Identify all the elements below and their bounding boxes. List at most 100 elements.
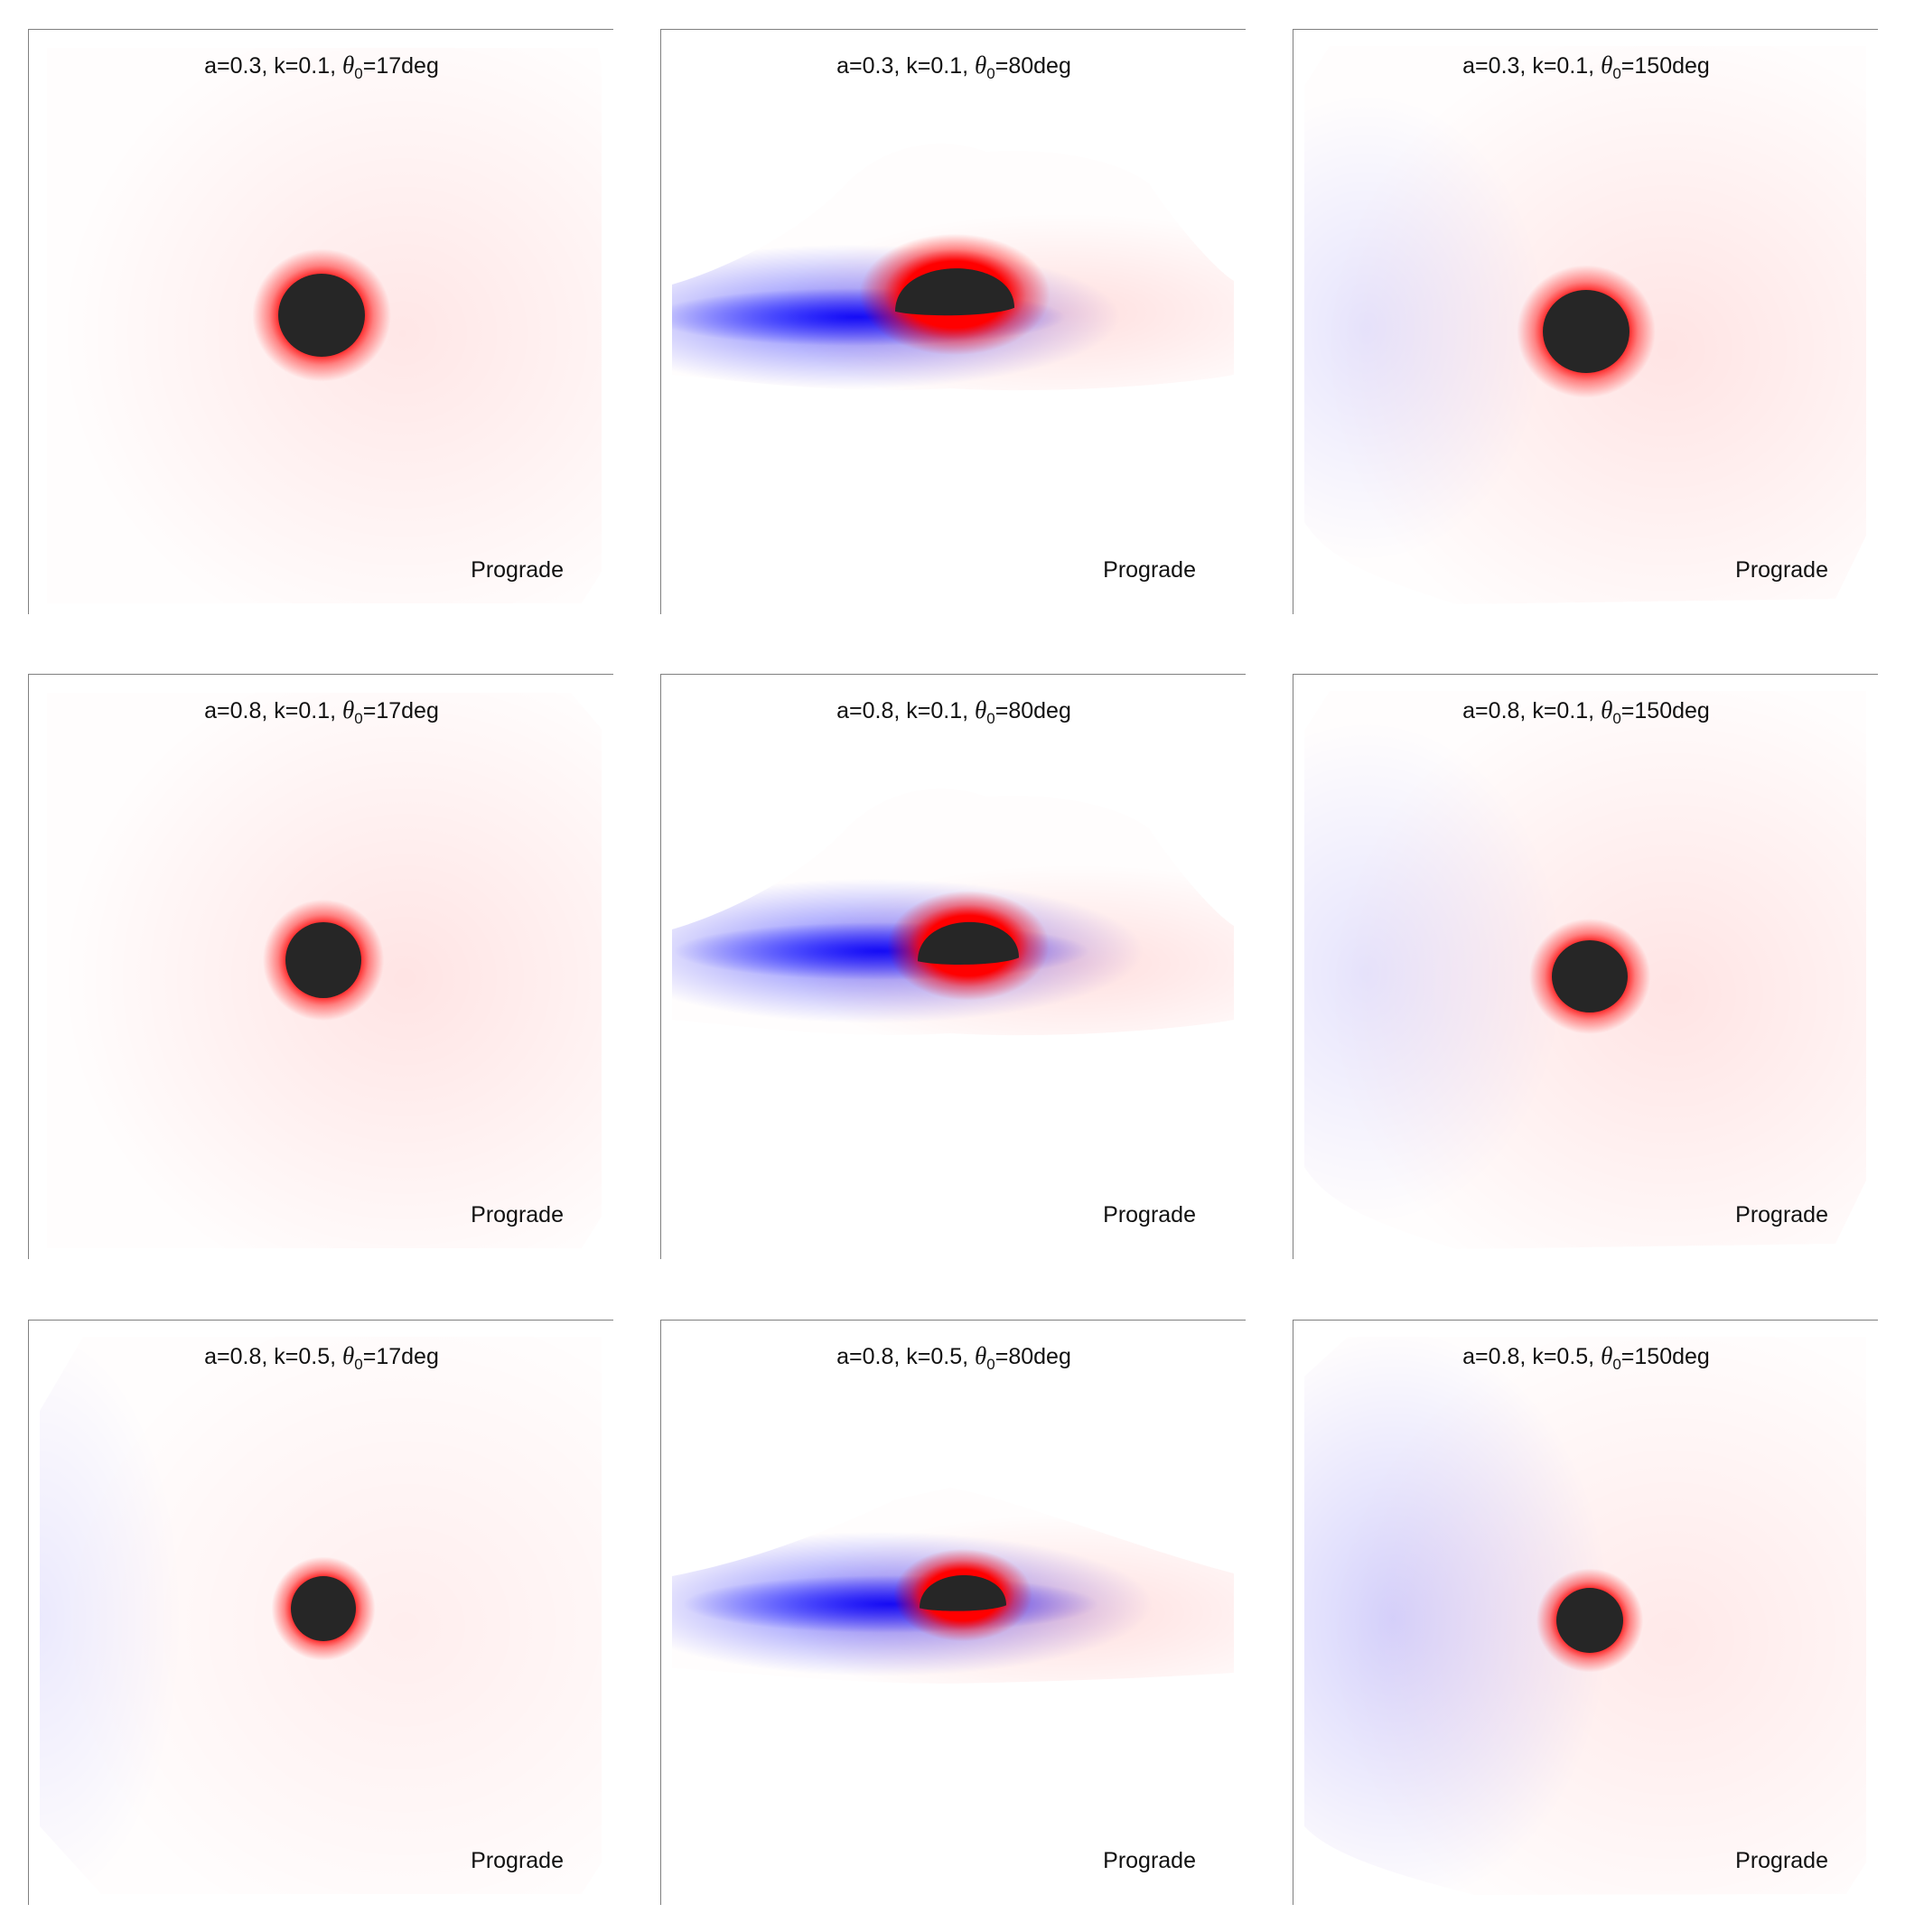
theta-subscript: 0 xyxy=(986,710,995,727)
orbit-direction-label: Prograde xyxy=(1735,557,1828,583)
panel-title: a=0.3, k=0.1, θ0=80deg xyxy=(661,51,1246,83)
panel-image xyxy=(1304,46,1866,604)
param-k: k=0.1, xyxy=(1532,53,1602,79)
redshift-halo xyxy=(1324,46,1866,604)
orbit-direction-label: Prograde xyxy=(1735,1848,1828,1873)
black-hole-shadow xyxy=(895,268,1014,316)
param-k: k=0.5, xyxy=(906,1344,976,1369)
black-hole-shadow xyxy=(1552,940,1628,1013)
redshift-panel-2: a=0.3, k=0.1, θ0=80deg Prograde xyxy=(660,29,1246,614)
redshift-panel-7: a=0.8, k=0.5, θ0=17deg Prograde xyxy=(28,1320,613,1905)
theta-subscript: 0 xyxy=(1612,65,1621,82)
theta-symbol: θ xyxy=(342,51,355,79)
panel-image xyxy=(40,1337,602,1894)
param-theta0: =17deg xyxy=(362,53,439,79)
theta-symbol: θ xyxy=(1601,1342,1613,1369)
panel-title: a=0.3, k=0.1, θ0=17deg xyxy=(29,51,613,83)
param-theta0: =150deg xyxy=(1620,1344,1710,1369)
theta-symbol: θ xyxy=(975,51,987,79)
param-k: k=0.5, xyxy=(274,1344,343,1369)
param-theta0: =80deg xyxy=(995,698,1071,723)
theta-symbol: θ xyxy=(1601,696,1613,723)
panel-image xyxy=(47,48,602,603)
theta-symbol: θ xyxy=(1601,51,1613,79)
black-hole-shadow xyxy=(1556,1588,1623,1653)
param-k: k=0.1, xyxy=(906,698,976,723)
emission-region xyxy=(1304,1337,1866,1895)
orbit-direction-label: Prograde xyxy=(471,1202,564,1227)
black-hole-shadow xyxy=(285,922,361,998)
panel-image xyxy=(47,693,602,1248)
panel-image xyxy=(1304,691,1866,1249)
orbit-direction-label: Prograde xyxy=(471,557,564,583)
panel-title: a=0.8, k=0.5, θ0=80deg xyxy=(661,1342,1246,1374)
panel-image xyxy=(672,144,1234,391)
panel-title: a=0.8, k=0.1, θ0=80deg xyxy=(661,696,1246,728)
theta-subscript: 0 xyxy=(986,65,995,82)
param-k: k=0.1, xyxy=(274,53,343,79)
redshift-panel-4: a=0.8, k=0.1, θ0=17deg Prograde xyxy=(28,674,613,1259)
black-hole-shadow xyxy=(1543,290,1630,373)
redshift-halo xyxy=(1328,1337,1866,1895)
panel-image xyxy=(672,1488,1234,1684)
panel-image xyxy=(1304,1337,1866,1895)
theta-subscript: 0 xyxy=(354,65,363,82)
panel-title: a=0.8, k=0.5, θ0=17deg xyxy=(29,1342,613,1374)
param-a: a=0.3, xyxy=(836,53,907,79)
theta-symbol: θ xyxy=(975,1342,987,1369)
theta-subscript: 0 xyxy=(986,1356,995,1373)
orbit-direction-label: Prograde xyxy=(1103,557,1196,583)
black-hole-shadow xyxy=(278,274,365,357)
redshift-panel-3: a=0.3, k=0.1, θ0=150deg Prograde xyxy=(1293,29,1878,614)
theta-subscript: 0 xyxy=(354,710,363,727)
redshift-halo xyxy=(61,1337,602,1894)
redshift-panel-8: a=0.8, k=0.5, θ0=80deg Prograde xyxy=(660,1320,1246,1905)
orbit-direction-label: Prograde xyxy=(471,1848,564,1873)
black-hole-shadow xyxy=(920,1574,1006,1611)
theta-subscript: 0 xyxy=(354,1356,363,1373)
param-theta0: =150deg xyxy=(1620,698,1710,723)
param-theta0: =150deg xyxy=(1620,53,1710,79)
theta-symbol: θ xyxy=(975,696,987,723)
theta-symbol: θ xyxy=(342,1342,355,1369)
param-k: k=0.1, xyxy=(906,53,976,79)
orbit-direction-label: Prograde xyxy=(1103,1848,1196,1873)
panel-title: a=0.8, k=0.5, θ0=150deg xyxy=(1293,1342,1878,1374)
orbit-direction-label: Prograde xyxy=(1103,1202,1196,1227)
panel-image xyxy=(672,789,1234,1036)
param-a: a=0.3, xyxy=(204,53,275,79)
redshift-halo xyxy=(1328,691,1866,1249)
redshift-halo xyxy=(60,48,602,603)
param-k: k=0.1, xyxy=(274,698,343,723)
param-a: a=0.8, xyxy=(836,1344,907,1369)
redshift-panel-5: a=0.8, k=0.1, θ0=80deg Prograde xyxy=(660,674,1246,1259)
black-hole-shadow xyxy=(918,921,1019,965)
theta-subscript: 0 xyxy=(1612,1356,1621,1373)
panel-title: a=0.8, k=0.1, θ0=150deg xyxy=(1293,696,1878,728)
param-a: a=0.8, xyxy=(204,698,275,723)
param-theta0: =17deg xyxy=(362,698,439,723)
param-theta0: =80deg xyxy=(995,53,1071,79)
param-a: a=0.8, xyxy=(1462,698,1533,723)
param-a: a=0.3, xyxy=(1462,53,1533,79)
theta-subscript: 0 xyxy=(1612,710,1621,727)
redshift-panel-1: a=0.3, k=0.1, θ0=17deg Prograde xyxy=(28,29,613,614)
emission-region xyxy=(40,1337,602,1894)
theta-symbol: θ xyxy=(342,696,355,723)
param-k: k=0.5, xyxy=(1532,1344,1602,1369)
panel-title: a=0.8, k=0.1, θ0=17deg xyxy=(29,696,613,728)
param-k: k=0.1, xyxy=(1532,698,1602,723)
black-hole-shadow xyxy=(291,1576,356,1641)
orbit-direction-label: Prograde xyxy=(1735,1202,1828,1227)
redshift-panel-6: a=0.8, k=0.1, θ0=150deg Prograde xyxy=(1293,674,1878,1259)
panel-title: a=0.3, k=0.1, θ0=150deg xyxy=(1293,51,1878,83)
param-a: a=0.8, xyxy=(836,698,907,723)
param-theta0: =17deg xyxy=(362,1344,439,1369)
param-a: a=0.8, xyxy=(204,1344,275,1369)
redshift-halo xyxy=(61,693,602,1248)
param-theta0: =80deg xyxy=(995,1344,1071,1369)
emission-region xyxy=(1304,691,1866,1249)
redshift-panel-9: a=0.8, k=0.5, θ0=150deg Prograde xyxy=(1293,1320,1878,1905)
param-a: a=0.8, xyxy=(1462,1344,1533,1369)
